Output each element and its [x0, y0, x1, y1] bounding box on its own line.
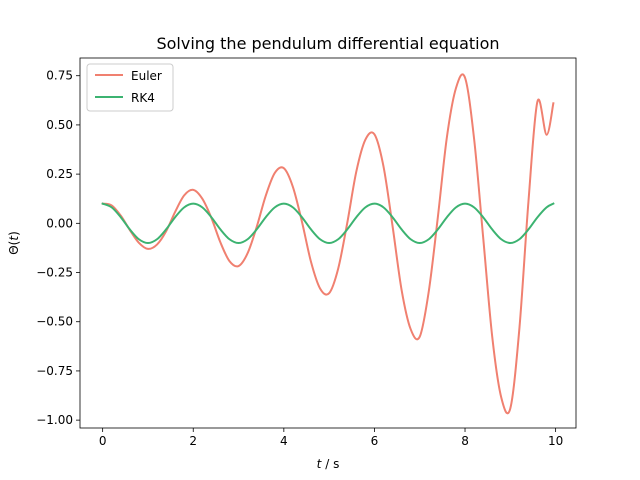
y-tick-label: −0.50 [36, 315, 73, 329]
legend-label-euler: Euler [131, 69, 162, 83]
series-line-rk4 [101, 202, 555, 244]
x-tick-label: 4 [280, 434, 288, 448]
legend: Euler RK4 [86, 63, 174, 112]
y-tick-label: −0.25 [36, 266, 73, 280]
y-axis: −1.00 −0.75 −0.50 −0.25 0.00 0.25 0.50 0.75 [36, 69, 80, 427]
y-tick-label: −1.00 [36, 413, 73, 427]
y-tick-label: 0.25 [46, 167, 73, 181]
legend-label-rk4: RK4 [131, 91, 155, 105]
series-layer [101, 73, 555, 415]
y-tick-label: 0.00 [46, 216, 73, 230]
y-tick-label: 0.75 [46, 69, 73, 83]
y-tick-label: −0.75 [36, 364, 73, 378]
x-tick-label: 0 [99, 434, 107, 448]
series-line-euler [101, 73, 555, 415]
plot-frame [79, 57, 577, 429]
y-tick-label: 0.50 [46, 118, 73, 132]
x-tick-label: 8 [461, 434, 469, 448]
x-tick-label: 6 [371, 434, 379, 448]
x-axis: 0 2 4 6 8 10 [99, 428, 563, 448]
x-tick-label: 2 [189, 434, 197, 448]
x-axis-label: t / s [317, 457, 340, 471]
y-axis-label: Θ(t) [7, 231, 21, 255]
chart-title: Solving the pendulum differential equati… [156, 34, 499, 53]
plot-area [101, 73, 555, 415]
x-tick-label: 10 [548, 434, 563, 448]
